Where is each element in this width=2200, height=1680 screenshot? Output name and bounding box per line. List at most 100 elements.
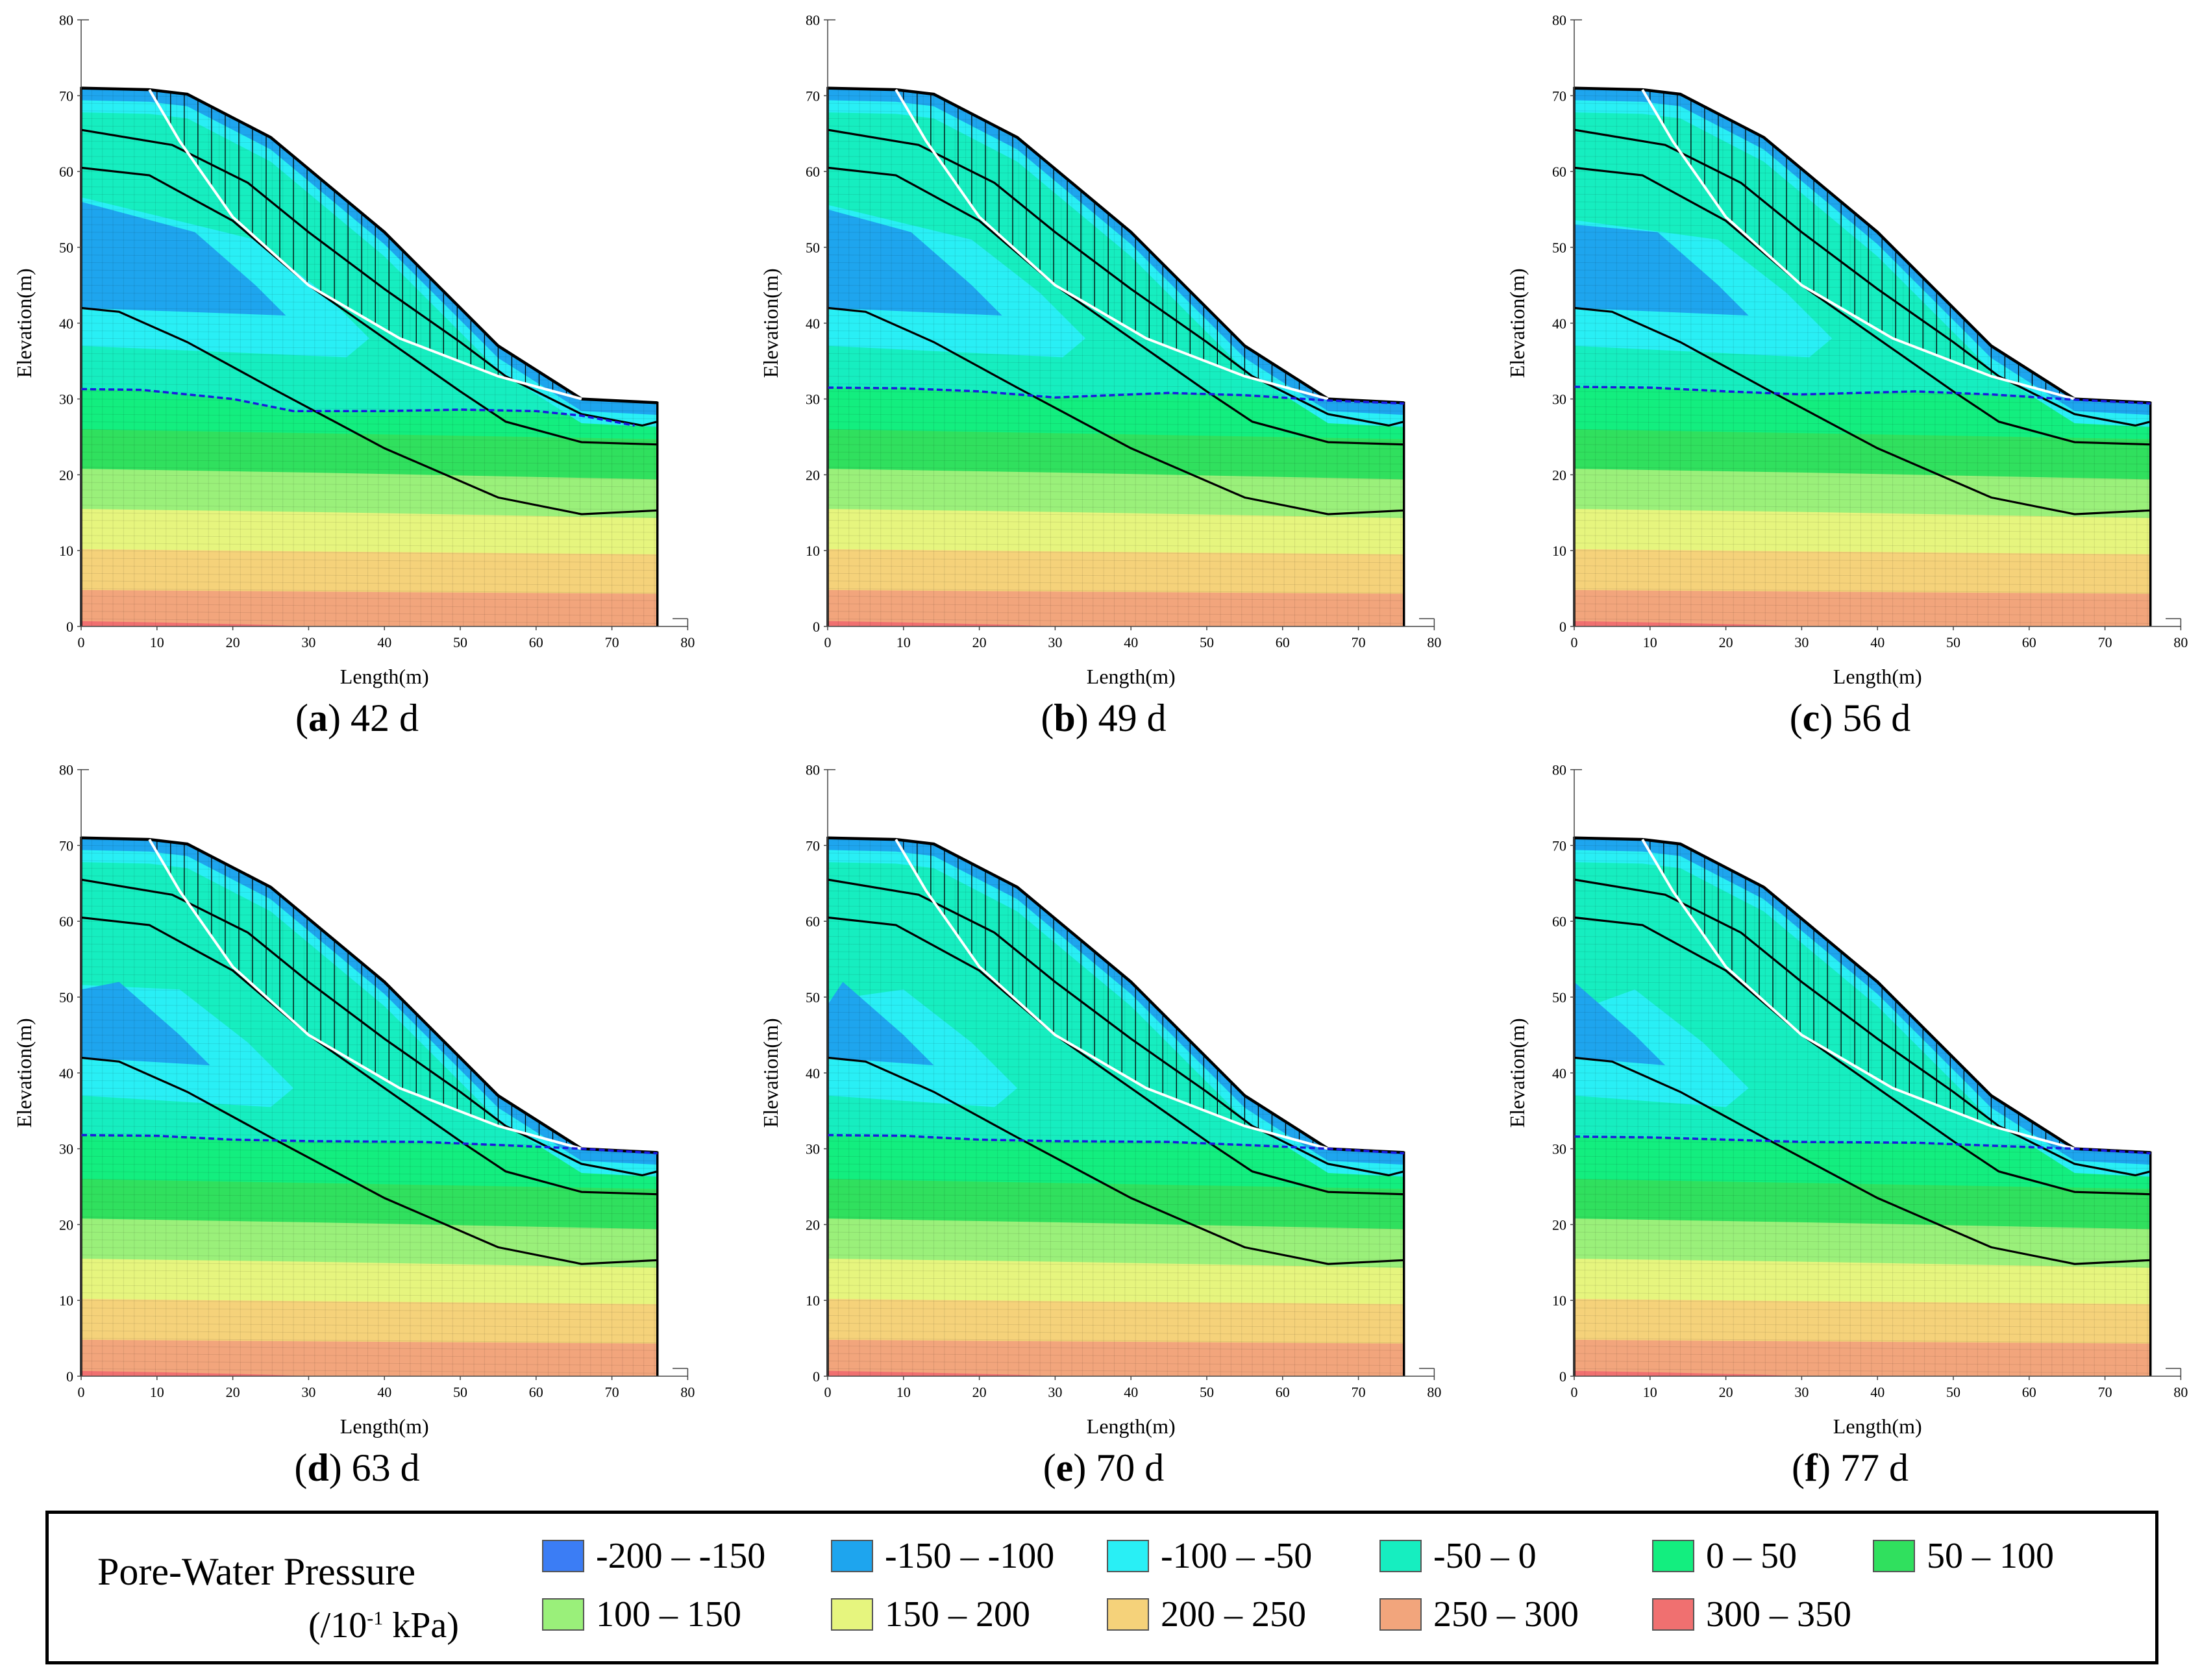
slice-lines: [156, 840, 581, 1148]
x-axis-label: Length(m): [1833, 1414, 1922, 1438]
mesh-line-h: [828, 80, 1404, 85]
y-tick-label: 40: [1552, 1065, 1566, 1081]
mesh-line-h: [828, 489, 1404, 495]
mesh-line-h: [1574, 626, 2151, 631]
mesh-line-h: [828, 1262, 1404, 1268]
ground-surface: [1574, 836, 2151, 1154]
mesh-line-h: [828, 543, 1404, 549]
legend-unit-suffix: kPa): [383, 1605, 459, 1646]
mesh-line-h: [1574, 603, 2151, 609]
mesh-line-h: [81, 535, 658, 541]
mesh-line-h: [828, 467, 1404, 473]
panel-letter: c: [1802, 697, 1820, 739]
legend-label: -150 – -100: [885, 1536, 1055, 1576]
legend-label: 250 – 300: [1433, 1594, 1579, 1635]
panel-letter: d: [307, 1446, 329, 1489]
mesh-line-h: [828, 1338, 1404, 1344]
panel-caption: (a) 42 d: [295, 697, 419, 739]
mesh-line-h: [828, 1231, 1404, 1237]
axes: [77, 19, 689, 630]
panel-letter: e: [1056, 1446, 1074, 1489]
mesh-line-h: [828, 1239, 1404, 1245]
mesh-line-h: [828, 1148, 1404, 1154]
mesh-line-h: [81, 1201, 658, 1207]
mesh-line-h: [828, 1217, 1404, 1222]
mesh-line-h: [81, 1262, 658, 1268]
mesh-line-h: [1574, 414, 2151, 419]
mesh-line-h: [828, 1171, 1404, 1177]
stratum-boundary-1: [827, 878, 1405, 1177]
band-300-350: [81, 1370, 309, 1376]
band-300-350: [81, 621, 309, 626]
y-tick-label: 0: [813, 619, 820, 635]
mesh-line-h: [81, 414, 658, 419]
panel-b: 0 10 20 30 40 50 60 70 80 0 10 20 30 40 50 60 70 80 Length…: [747, 0, 1461, 739]
y-tick-label: 80: [1552, 762, 1566, 778]
stratum-boundary-3: [80, 306, 658, 515]
x-axis-label: Length(m): [1833, 665, 1922, 688]
mesh-line-h: [81, 1217, 658, 1222]
stratum-boundary-3: [1574, 1056, 2151, 1265]
mesh-line-h: [81, 459, 658, 465]
slip-surface: [1641, 839, 2075, 1150]
mesh-line-h: [828, 595, 1404, 601]
y-tick-label: 0: [1559, 1368, 1566, 1385]
y-tick-label: 60: [1552, 164, 1566, 180]
legend: Pore-Water Pressure (/10-1 kPa) -200 – -…: [45, 1511, 2158, 1664]
y-axis-label: Elevation(m): [1505, 268, 1529, 378]
legend-title: Pore-Water Pressure: [97, 1550, 415, 1593]
mesh-line-h: [828, 1353, 1404, 1359]
legend-item: -100 – -50: [1107, 1533, 1312, 1579]
mesh-line-h: [81, 1307, 658, 1313]
x-tick-label: 10: [1643, 1384, 1657, 1400]
contour-bands: [1574, 88, 2151, 631]
mesh-line-h: [1574, 504, 2151, 510]
mesh-line-h: [81, 1269, 658, 1275]
y-tick-label: 0: [813, 1368, 820, 1385]
mesh-line-h: [1574, 1141, 2151, 1146]
y-tick-label: 30: [1552, 391, 1566, 408]
mesh-line-h: [81, 618, 658, 624]
y-tick-label: 50: [806, 240, 820, 256]
mesh-line-h: [1574, 558, 2151, 563]
mesh-line-h: [1574, 1307, 2151, 1313]
x-tick-label: 20: [226, 634, 240, 650]
y-tick-label: 10: [1552, 543, 1566, 559]
y-tick-label: 80: [806, 12, 820, 29]
band-300-350: [828, 1370, 1056, 1376]
mesh-line-h: [828, 1285, 1404, 1291]
y-tick-label: 20: [1552, 1217, 1566, 1233]
water-table: [827, 1133, 1404, 1155]
mesh-line-h: [1574, 1338, 2151, 1344]
mesh-line-h: [81, 1141, 658, 1146]
mesh-line-h: [1574, 580, 2151, 586]
mesh-line-h: [81, 1277, 658, 1283]
x-tick-label: 0: [1571, 1384, 1578, 1400]
band-neg150-neg100: [828, 982, 934, 1066]
x-tick-label: 10: [896, 634, 911, 650]
x-tick-label: 70: [605, 634, 619, 650]
stratum-boundary-1: [1574, 878, 2151, 1177]
mesh-line-h: [828, 1368, 1404, 1374]
mesh-line-h: [828, 1155, 1404, 1161]
panel-letter: a: [308, 697, 328, 739]
band-neg100-neg50: [1574, 989, 1749, 1107]
mesh-line-h: [1574, 1322, 2151, 1328]
mesh-line-h: [81, 1315, 658, 1321]
mesh-line-h: [828, 1141, 1404, 1146]
y-tick-label: 80: [806, 762, 820, 778]
stratum-boundary-1: [80, 878, 658, 1177]
mesh-line-h: [81, 428, 658, 434]
slice-lines: [903, 840, 1328, 1148]
x-tick-label: 20: [972, 1384, 987, 1400]
water-table: [1574, 386, 2151, 405]
mesh-line-h: [81, 1361, 658, 1366]
mesh-line-h: [828, 1209, 1404, 1215]
mesh-line-h: [1574, 1361, 2151, 1366]
legend-swatch: [1107, 1540, 1149, 1572]
x-tick-label: 0: [824, 634, 832, 650]
x-tick-label: 50: [1200, 1384, 1214, 1400]
x-tick-label: 30: [1794, 634, 1809, 650]
y-tick-label: 60: [59, 164, 73, 180]
mesh-line-h: [828, 535, 1404, 541]
